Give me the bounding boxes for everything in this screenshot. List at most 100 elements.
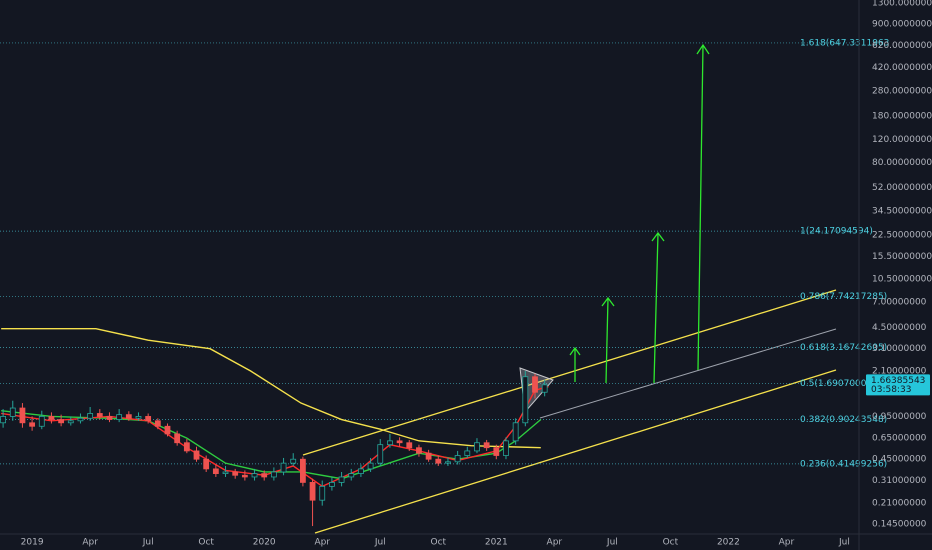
candle-body: [77, 417, 84, 422]
y-tick-label: 120.00000000: [872, 135, 932, 145]
y-tick-label: 0.65000000: [872, 434, 927, 444]
y-tick-label: 420.00000000: [872, 63, 932, 73]
candle-body: [96, 413, 103, 417]
candle-body: [203, 458, 210, 470]
y-tick-label: 15.50000000: [872, 252, 932, 262]
arrows: [569, 43, 710, 384]
candle-body: [164, 425, 171, 435]
candle-body: [145, 416, 152, 422]
fib-label: 0.236(0.41499256): [800, 459, 887, 469]
candle-body: [232, 471, 239, 476]
x-tick-label: 2020: [253, 538, 276, 548]
candle-body: [474, 442, 480, 452]
candle-body: [299, 458, 306, 483]
x-tick-label: 2019: [21, 538, 44, 548]
candle-body: [396, 440, 403, 444]
fib-label: 0.786(7.74217285): [800, 292, 887, 302]
arrow: [569, 346, 581, 382]
fib-label: 1.618(647.3311963: [800, 38, 889, 48]
candle-body: [222, 471, 229, 474]
last-price-label: 1.66385543: [871, 376, 925, 386]
y-tick-label: 1300.00000000: [872, 0, 932, 9]
candle-body: [116, 414, 123, 420]
mid-line: [539, 328, 837, 419]
candle-body: [483, 442, 490, 449]
candle-body: [338, 476, 345, 483]
candle-body: [416, 447, 422, 454]
candle-body: [241, 474, 248, 478]
y-tick-label: 4.50000000: [872, 323, 927, 333]
candle-body: [387, 440, 393, 446]
candle-body: [48, 416, 55, 420]
candle-body: [0, 416, 6, 424]
y-tick-label: 0.14500000: [872, 520, 927, 530]
candle-body: [154, 420, 161, 427]
candle-body: [9, 407, 16, 417]
candle-body: [125, 414, 132, 419]
candle-body: [270, 471, 277, 478]
x-tick-label: Jul: [374, 538, 386, 548]
y-tick-label: 10.50000000: [872, 274, 932, 284]
candle-body: [367, 462, 374, 470]
y-tick-label: 900.00000000: [872, 20, 932, 30]
candle-body: [358, 468, 364, 474]
y-tick-label: 22.50000000: [872, 231, 932, 241]
y-tick-label: 3.10000000: [872, 344, 927, 354]
candle-body: [67, 420, 74, 424]
x-tick-label: Jul: [838, 538, 850, 548]
candle-body: [512, 422, 519, 442]
candle-body: [493, 447, 500, 456]
arrow: [696, 43, 710, 371]
candle-body: [464, 450, 471, 456]
countdown-label: 03:58:33: [871, 385, 911, 395]
x-tick-label: Apr: [779, 538, 795, 548]
channel-lower: [314, 369, 837, 534]
candle-body: [532, 376, 538, 393]
fib-label: 1(24.17094594): [800, 227, 873, 237]
x-tick-label: Jul: [606, 538, 618, 548]
candle-body: [251, 473, 258, 478]
channel-upper: [302, 289, 837, 456]
y-tick-label: 80.00000000: [872, 158, 932, 168]
candle-body: [406, 442, 413, 449]
x-tick-label: Jul: [142, 538, 154, 548]
y-tick-label: 0.45000000: [872, 455, 927, 465]
candle-body: [19, 407, 26, 424]
candle-body: [454, 455, 461, 463]
x-tick-label: Oct: [431, 538, 447, 548]
moving-average: [1, 327, 541, 449]
x-tick-label: Oct: [198, 538, 214, 548]
x-tick-label: Apr: [314, 538, 330, 548]
candle-body: [541, 384, 548, 393]
y-tick-label: 0.21000000: [872, 498, 927, 508]
y-tick-label: 0.95000000: [872, 412, 927, 422]
y-tick-label: 620.00000000: [872, 41, 932, 51]
candle-body: [87, 413, 94, 419]
candle-body: [309, 482, 316, 501]
candle-body: [29, 422, 36, 427]
candle-body: [174, 433, 181, 444]
candle-body: [193, 450, 200, 460]
fib-label: 0.618(3.16742605): [800, 343, 887, 353]
x-tick-label: 2021: [485, 538, 508, 548]
y-tick-label: 7.00000000: [872, 298, 927, 308]
y-tick-label: 180.00000000: [872, 112, 932, 122]
candle-body: [280, 462, 287, 473]
candle-body: [183, 442, 190, 452]
x-tick-label: Apr: [547, 538, 563, 548]
candle-body: [348, 473, 355, 478]
candle-body: [503, 440, 509, 456]
arrow: [601, 296, 615, 384]
candle-body: [290, 458, 297, 464]
arrow: [651, 231, 665, 384]
candle-body: [58, 419, 65, 424]
candle-body: [435, 458, 442, 464]
x-tick-label: Apr: [82, 538, 98, 548]
fib-label: 0.5(1.69070000): [800, 379, 876, 389]
candle-body: [377, 444, 384, 464]
fib-label: 0.382(0.90243548): [800, 415, 887, 425]
y-tick-label: 280.00000000: [872, 86, 932, 96]
candle-body: [445, 461, 451, 464]
